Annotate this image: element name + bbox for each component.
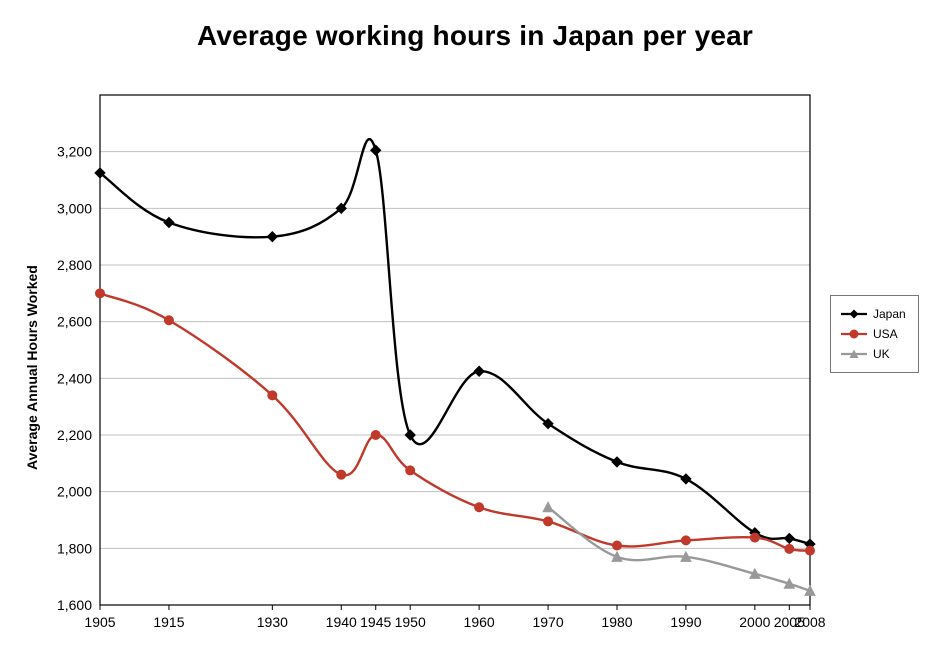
- x-tick-label: 1980: [601, 614, 632, 630]
- x-tick-label: 1960: [464, 614, 495, 630]
- x-tick-label: 1970: [532, 614, 563, 630]
- chart-svg: 1,600 1,800 2,000 2,200 2,400 2,600 2,800 3,000…: [0, 75, 950, 645]
- y-tick-label: 3,200: [57, 144, 92, 160]
- y-tick-label: 1,600: [57, 597, 92, 613]
- y-tick-label: 3,000: [57, 200, 92, 216]
- y-tick-label: 1,800: [57, 540, 92, 556]
- chart-title: Average working hours in Japan per year: [0, 20, 950, 52]
- x-tick-label: 1945: [360, 614, 391, 630]
- chart-area: 1,600 1,800 2,000 2,200 2,400 2,600 2,800 3,000…: [0, 75, 950, 645]
- x-tick-label: 2008: [794, 614, 825, 630]
- x-tick-label: 1940: [326, 614, 357, 630]
- y-tick-label: 2,800: [57, 257, 92, 273]
- x-tick-label: 1905: [84, 614, 115, 630]
- y-tick-label: 2,200: [57, 427, 92, 443]
- y-tick-label: 2,400: [57, 370, 92, 386]
- y-tick-label: 2,600: [57, 314, 92, 330]
- y-tick-label: 2,000: [57, 484, 92, 500]
- x-tick-label: 1990: [670, 614, 701, 630]
- x-tick-label: 1915: [153, 614, 184, 630]
- x-tick-label: 1950: [395, 614, 426, 630]
- y-axis-label: Average Annual Hours Worked: [24, 265, 40, 470]
- x-tick-label: 1930: [257, 614, 288, 630]
- x-tick-label: 2000: [739, 614, 770, 630]
